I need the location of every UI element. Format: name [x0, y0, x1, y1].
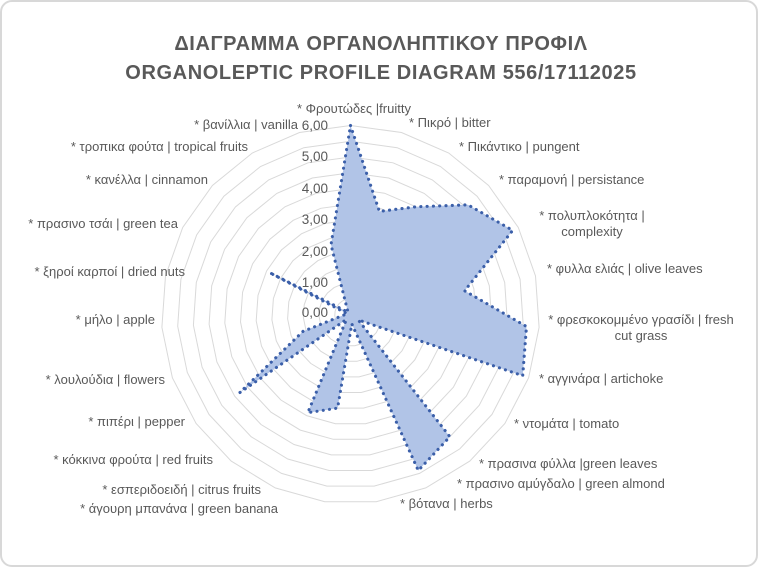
axis-label-13: * εσπεριδοειδή | citrus fruits	[102, 482, 261, 497]
axis-label-7: * αγγινάρα | artichoke	[539, 371, 664, 386]
axis-label-0: * Φρουτώδες |fruitty	[297, 101, 411, 116]
radial-tick-0-00: 0,00	[301, 304, 328, 320]
axis-label-4: * πολυπλοκότητα | complexity	[539, 208, 645, 239]
axis-label-16: * λουλούδια | flowers	[45, 372, 165, 387]
axis-label-5: * φυλλα ελιάς | olive leaves	[547, 261, 703, 276]
radial-tick-4-00: 4,00	[301, 180, 328, 196]
radial-tick-6-00: 6,00	[301, 117, 328, 133]
radial-tick-3-00: 3,00	[301, 212, 328, 227]
axis-label-1: * Πικρό | bitter	[409, 115, 491, 130]
series-polygon	[238, 123, 529, 473]
axis-label-3: * παραμονή | persistance	[499, 172, 645, 187]
radial-tick-1-00: 1,00	[301, 275, 328, 290]
axis-label-2: * Πικάντικο | pungent	[459, 139, 580, 154]
radial-tick-2-00: 2,00	[301, 243, 328, 259]
axis-label-21: * τροπικα φούτα | tropical fruits	[70, 139, 248, 154]
axis-label-15: * πιπέρι | pepper	[88, 414, 185, 429]
chart-title-line1: ΔΙΑΓΡΑΜΜΑ ΟΡΓΑΝΟΛΗΠΤΙΚΟΥ ΠΡΟΦΙΛ	[174, 33, 588, 55]
axis-label-12: * άγουρη μπανάνα | green banana	[80, 501, 278, 516]
axis-label-20: * κανέλλα | cinnamon	[85, 172, 208, 187]
axis-label-6: * φρεσκοκομμένο γρασίδι | fresh cut gras…	[548, 312, 734, 343]
axis-label-11: * βότανα | herbs	[400, 496, 493, 511]
chart-title: ΔΙΑΓΡΑΜΜΑ ΟΡΓΑΝΟΛΗΠΤΙΚΟΥ ΠΡΟΦΙΛ ORGANOLE…	[2, 30, 756, 88]
axis-label-22: * βανίλλια | vanilla	[194, 117, 298, 132]
axis-label-14: * κόκκινα φρούτα | red fruits	[53, 452, 213, 467]
chart-title-line2: ORGANOLEPTIC PROFILE DIAGRAM 556/1711202…	[125, 62, 637, 84]
axis-label-10: * πρασινο αμύγδαλο | green almond	[457, 476, 665, 491]
axis-label-18: * ξηροί καρποί | dried nuts	[34, 264, 185, 279]
radial-tick-5-00: 5,00	[301, 149, 328, 164]
axis-label-17: * μήλο | apple	[75, 312, 155, 327]
axis-label-8: * ντομάτα | tomato	[514, 416, 620, 431]
axis-label-19: * πρασινο τσάι | green tea	[28, 216, 178, 231]
axis-label-9: * πρασινα φύλλα |green leaves	[479, 456, 658, 471]
grid-ring	[161, 124, 540, 503]
